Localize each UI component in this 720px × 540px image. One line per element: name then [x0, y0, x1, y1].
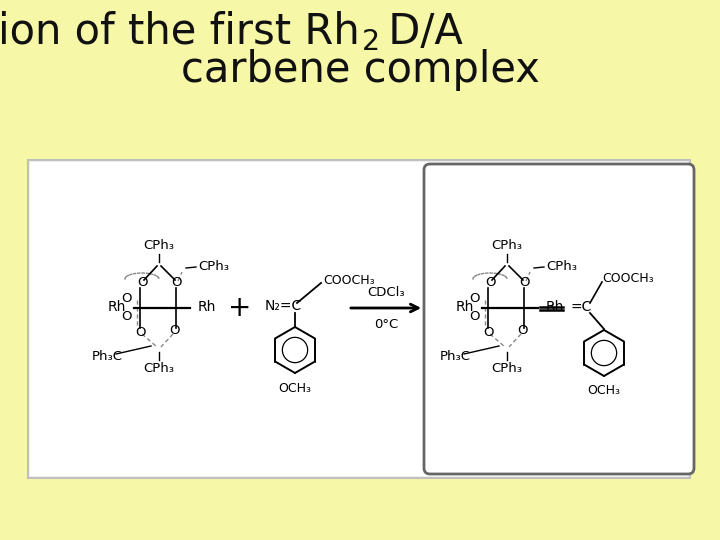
- Text: O: O: [517, 325, 527, 338]
- FancyBboxPatch shape: [424, 164, 694, 474]
- Text: 0°C: 0°C: [374, 318, 398, 330]
- Text: CPh₃: CPh₃: [492, 362, 523, 375]
- Text: Ph₃C: Ph₃C: [439, 349, 470, 362]
- Text: O: O: [485, 275, 495, 288]
- Text: Rh: Rh: [107, 300, 126, 314]
- Text: CPh₃: CPh₃: [198, 260, 229, 273]
- Text: COOCH₃: COOCH₃: [602, 272, 654, 285]
- Text: O: O: [135, 326, 145, 339]
- Text: Preparation of the first Rh: Preparation of the first Rh: [0, 11, 360, 53]
- Text: 2: 2: [362, 28, 380, 56]
- Text: CPh₃: CPh₃: [143, 362, 174, 375]
- Text: carbene complex: carbene complex: [181, 49, 539, 91]
- Text: O: O: [122, 292, 132, 305]
- Text: Rh: Rh: [198, 300, 217, 314]
- Text: O: O: [122, 309, 132, 322]
- Text: Rh: Rh: [456, 300, 474, 314]
- Text: N₂=C: N₂=C: [265, 299, 302, 313]
- Text: CPh₃: CPh₃: [143, 239, 174, 252]
- Text: Rh: Rh: [546, 300, 564, 314]
- Text: Ph₃C: Ph₃C: [91, 349, 122, 362]
- Text: D/A: D/A: [375, 11, 463, 53]
- Text: CPh₃: CPh₃: [492, 239, 523, 252]
- Text: CPh₃: CPh₃: [546, 260, 577, 273]
- Text: O: O: [482, 326, 493, 339]
- Text: =C: =C: [570, 300, 591, 314]
- FancyBboxPatch shape: [30, 162, 688, 476]
- Text: CDCl₃: CDCl₃: [367, 286, 405, 299]
- Text: OCH₃: OCH₃: [588, 384, 621, 397]
- FancyBboxPatch shape: [28, 160, 690, 478]
- Text: O: O: [469, 309, 480, 322]
- Text: O: O: [171, 275, 181, 288]
- Text: O: O: [168, 325, 179, 338]
- Text: O: O: [518, 275, 529, 288]
- Text: OCH₃: OCH₃: [279, 381, 312, 395]
- Text: COOCH₃: COOCH₃: [323, 273, 374, 287]
- Text: +: +: [228, 294, 252, 322]
- Text: O: O: [469, 292, 480, 305]
- Text: O: O: [137, 275, 148, 288]
